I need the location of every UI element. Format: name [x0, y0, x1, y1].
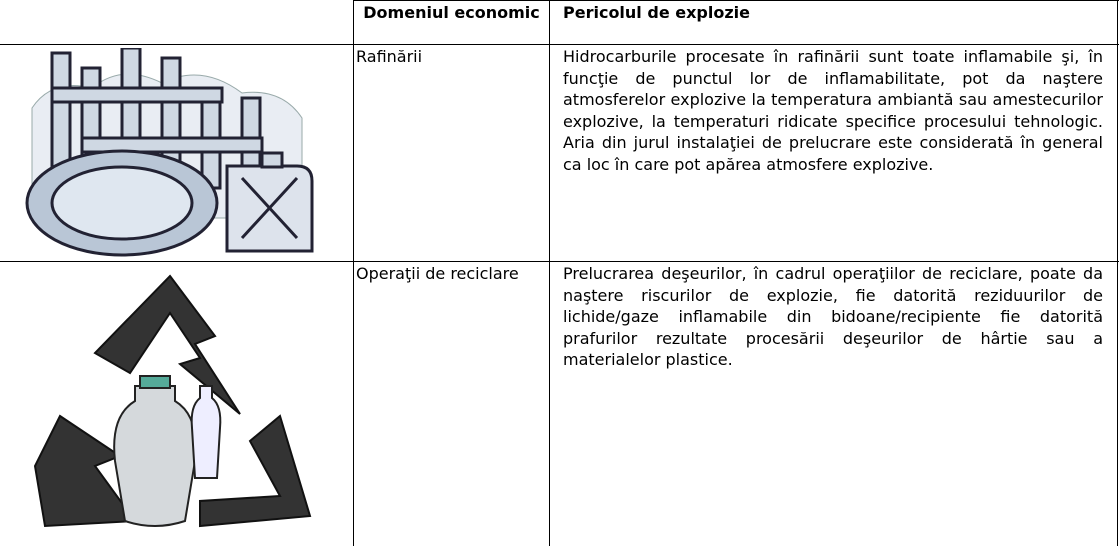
table-border [549, 0, 550, 546]
table-border [0, 261, 1119, 262]
header-domain: Domeniul economic [363, 3, 540, 22]
table-border [1117, 0, 1118, 546]
row-hazard: Hidrocarburile procesate în rafinării su… [563, 47, 1103, 174]
refinery-illustration [25, 48, 314, 257]
table-border [353, 0, 1119, 1]
header-hazard: Pericolul de explozie [563, 3, 750, 22]
row-domain: Rafinării [356, 47, 423, 66]
recycling-illustration [33, 274, 312, 528]
table-border [0, 44, 1119, 45]
row-domain: Operaţii de reciclare [356, 264, 519, 283]
table-border [353, 0, 354, 546]
row-hazard: Prelucrarea deşeurilor, în cadrul operaţ… [563, 264, 1103, 370]
